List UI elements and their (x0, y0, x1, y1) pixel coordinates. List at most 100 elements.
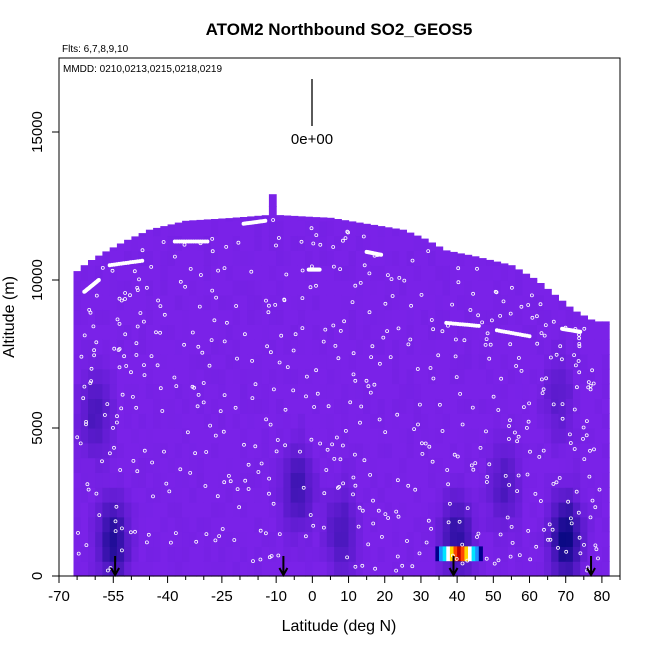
heatmap-cell (326, 502, 335, 518)
heatmap-cell (95, 309, 103, 325)
heatmap-cell (305, 339, 313, 355)
heatmap-cell (102, 339, 111, 355)
heatmap-cell (464, 254, 473, 266)
heatmap-cell (174, 354, 183, 370)
heatmap-cell (138, 280, 147, 296)
heatmap-cell (428, 280, 436, 296)
heatmap-cell (471, 531, 480, 547)
heatmap-cell (334, 235, 342, 251)
heatmap-cell (428, 242, 436, 251)
heatmap-cell (536, 413, 545, 429)
heatmap-cell (515, 398, 523, 414)
heatmap-cell (319, 531, 328, 547)
heatmap-cell (305, 442, 313, 459)
heatmap-cell (305, 516, 313, 533)
heatmap-cell (203, 294, 212, 311)
heatmap-cell (399, 229, 407, 237)
heatmap-cell (102, 428, 111, 444)
heatmap-cell (399, 383, 407, 399)
heatmap-cell (80, 339, 89, 355)
heatmap-cell (189, 502, 198, 518)
heatmap-cell (536, 516, 545, 533)
heatmap-cell (326, 457, 335, 473)
heatmap-cell (522, 280, 531, 296)
flight-track-point (405, 539, 409, 543)
heatmap-cell (406, 265, 415, 281)
heatmap-cell (196, 354, 205, 370)
heatmap-cell (203, 324, 212, 340)
heatmap-cell (420, 428, 429, 444)
heatmap-cell (247, 339, 255, 355)
heatmap-cell (116, 502, 125, 518)
flight-track-point (172, 375, 177, 380)
heatmap-cell (377, 442, 386, 459)
heatmap-cell (131, 457, 140, 473)
heatmap-cell (493, 339, 502, 355)
heatmap-cell (290, 215, 299, 222)
heatmap-cell (218, 280, 227, 296)
heatmap-cell (406, 457, 415, 473)
heatmap-cell (594, 368, 603, 385)
heatmap-cell (124, 531, 132, 547)
heatmap-cell (276, 309, 284, 325)
flight-track-point (590, 498, 595, 503)
heatmap-cell (203, 413, 212, 429)
heatmap-cell (572, 413, 581, 429)
heatmap-cell (196, 516, 205, 533)
heatmap-cell (174, 531, 183, 547)
flight-track-point (120, 526, 124, 531)
heatmap-cell (124, 516, 132, 533)
heatmap-cell (406, 428, 415, 444)
hot-spot-cell (460, 546, 465, 562)
heatmap-cell (254, 383, 263, 399)
heatmap-cell (565, 502, 574, 518)
flight-track-point (263, 218, 268, 223)
flight-track-point (311, 241, 316, 246)
heatmap-cell (377, 472, 386, 488)
heatmap-cell (457, 294, 465, 311)
hot-spot-cell (435, 546, 440, 562)
heatmap-cell (88, 265, 96, 281)
heatmap-cell (486, 339, 494, 355)
heatmap-cell (464, 428, 473, 444)
heatmap-cell (232, 265, 241, 281)
heatmap-cell (406, 250, 415, 266)
flight-track-point (300, 268, 305, 273)
heatmap-cell (319, 309, 328, 325)
heatmap-cell (529, 383, 538, 399)
flight-track-point (224, 244, 229, 249)
heatmap-cell (500, 280, 509, 296)
heatmap-cell (102, 502, 111, 518)
heatmap-cell (211, 280, 219, 296)
heatmap-cell (392, 457, 400, 473)
heatmap-cell (261, 220, 270, 237)
heatmap-cell (109, 428, 118, 444)
heatmap-cell (428, 324, 436, 340)
flight-track-point (135, 288, 140, 293)
heatmap-cell (109, 324, 118, 340)
heatmap-cell (522, 294, 531, 311)
flight-track-point (210, 288, 215, 293)
heatmap-cell (232, 487, 241, 503)
heatmap-cell (225, 531, 234, 547)
heatmap-cell (116, 442, 125, 459)
heatmap-cell (80, 324, 89, 340)
heatmap-cell (160, 561, 169, 577)
heatmap-cell (486, 561, 494, 577)
heatmap-cell (420, 502, 429, 518)
flight-track-point (218, 409, 223, 414)
heatmap-cell (565, 324, 574, 340)
flight-track-point (249, 269, 254, 274)
flight-track-point (388, 355, 393, 360)
flight-track-point (506, 437, 511, 441)
flight-track-point (331, 264, 336, 269)
heatmap-cell (283, 398, 292, 414)
heatmap-cell (319, 217, 328, 222)
heatmap-cell (486, 309, 494, 325)
heatmap-cell (73, 561, 82, 577)
flight-track-point (377, 361, 382, 366)
heatmap-cell (102, 354, 111, 370)
heatmap-cell (95, 255, 103, 266)
flight-track-point (330, 442, 335, 447)
heatmap-cell (196, 398, 205, 414)
